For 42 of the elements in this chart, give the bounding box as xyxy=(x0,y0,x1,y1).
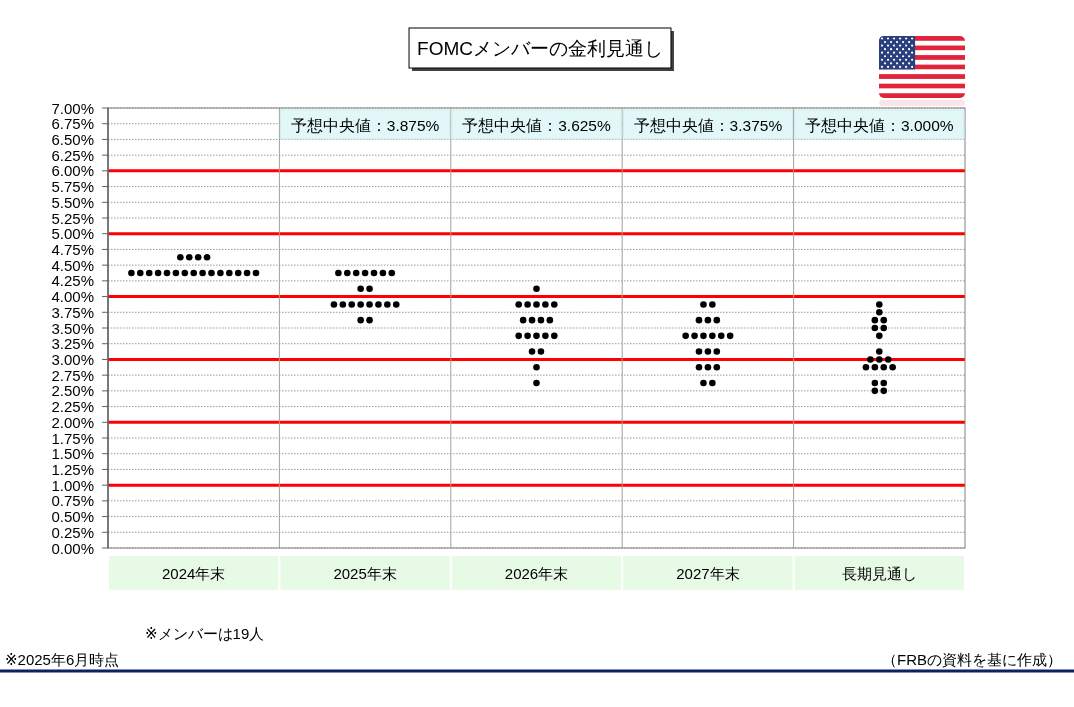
y-tick-label: 4.25% xyxy=(51,272,94,290)
text: ※2025年6月時点 xyxy=(5,650,120,668)
y-tick-label: 0.25% xyxy=(51,523,94,541)
annotation: 予想中央値：3.875% xyxy=(290,116,440,134)
annotation: 予想中央値：3.000% xyxy=(805,116,954,134)
y-tick-label: 4.50% xyxy=(51,256,94,274)
y-tick-label: 4.00% xyxy=(51,288,94,306)
y-tick-label: 2.25% xyxy=(51,398,94,416)
y-tick-label: 6.00% xyxy=(51,162,94,180)
y-tick-label: 3.00% xyxy=(51,350,94,368)
y-tick-label: 4.75% xyxy=(51,240,94,258)
y-tick-label: 0.75% xyxy=(51,492,94,510)
y-tick-label: 6.25% xyxy=(51,146,94,164)
y-tick-label: 5.50% xyxy=(51,193,94,211)
text: （FRBの資料を基に作成） xyxy=(882,650,1062,668)
y-tick-label: 2.00% xyxy=(51,413,94,431)
y-tick-label: 6.50% xyxy=(51,130,94,148)
y-tick-label: 5.00% xyxy=(51,225,94,243)
y-tick-label: 1.00% xyxy=(51,476,94,494)
y-tick-label: 3.25% xyxy=(51,335,94,353)
x-tick-label: 2024年末 xyxy=(162,564,226,582)
y-tick-label: 5.75% xyxy=(51,178,94,196)
y-tick-label: 1.75% xyxy=(51,429,94,447)
x-tick-label: 長期見通し xyxy=(841,564,917,582)
y-tick-label: 5.25% xyxy=(51,209,94,227)
y-tick-label: 2.50% xyxy=(51,382,94,400)
y-tick-label: 7.00% xyxy=(51,99,94,117)
chart-title: FOMCメンバーの金利見通し xyxy=(417,37,663,59)
annotation: 予想中央値：3.625% xyxy=(462,116,611,134)
y-tick-label: 1.25% xyxy=(51,460,94,478)
y-tick-label: 3.75% xyxy=(51,303,94,321)
y-tick-label: 0.50% xyxy=(51,508,94,526)
y-tick-label: 0.00% xyxy=(51,539,94,557)
text: ※メンバーは19人 xyxy=(145,624,265,642)
x-tick-label: 2025年末 xyxy=(333,564,397,582)
y-tick-label: 3.50% xyxy=(51,319,94,337)
x-tick-label: 2027年末 xyxy=(676,564,740,582)
y-tick-label: 1.50% xyxy=(51,445,94,463)
annotation: 予想中央値：3.375% xyxy=(633,116,783,134)
y-tick-label: 2.75% xyxy=(51,366,94,384)
x-tick-label: 2026年末 xyxy=(504,564,569,582)
y-tick-label: 6.75% xyxy=(51,115,94,133)
